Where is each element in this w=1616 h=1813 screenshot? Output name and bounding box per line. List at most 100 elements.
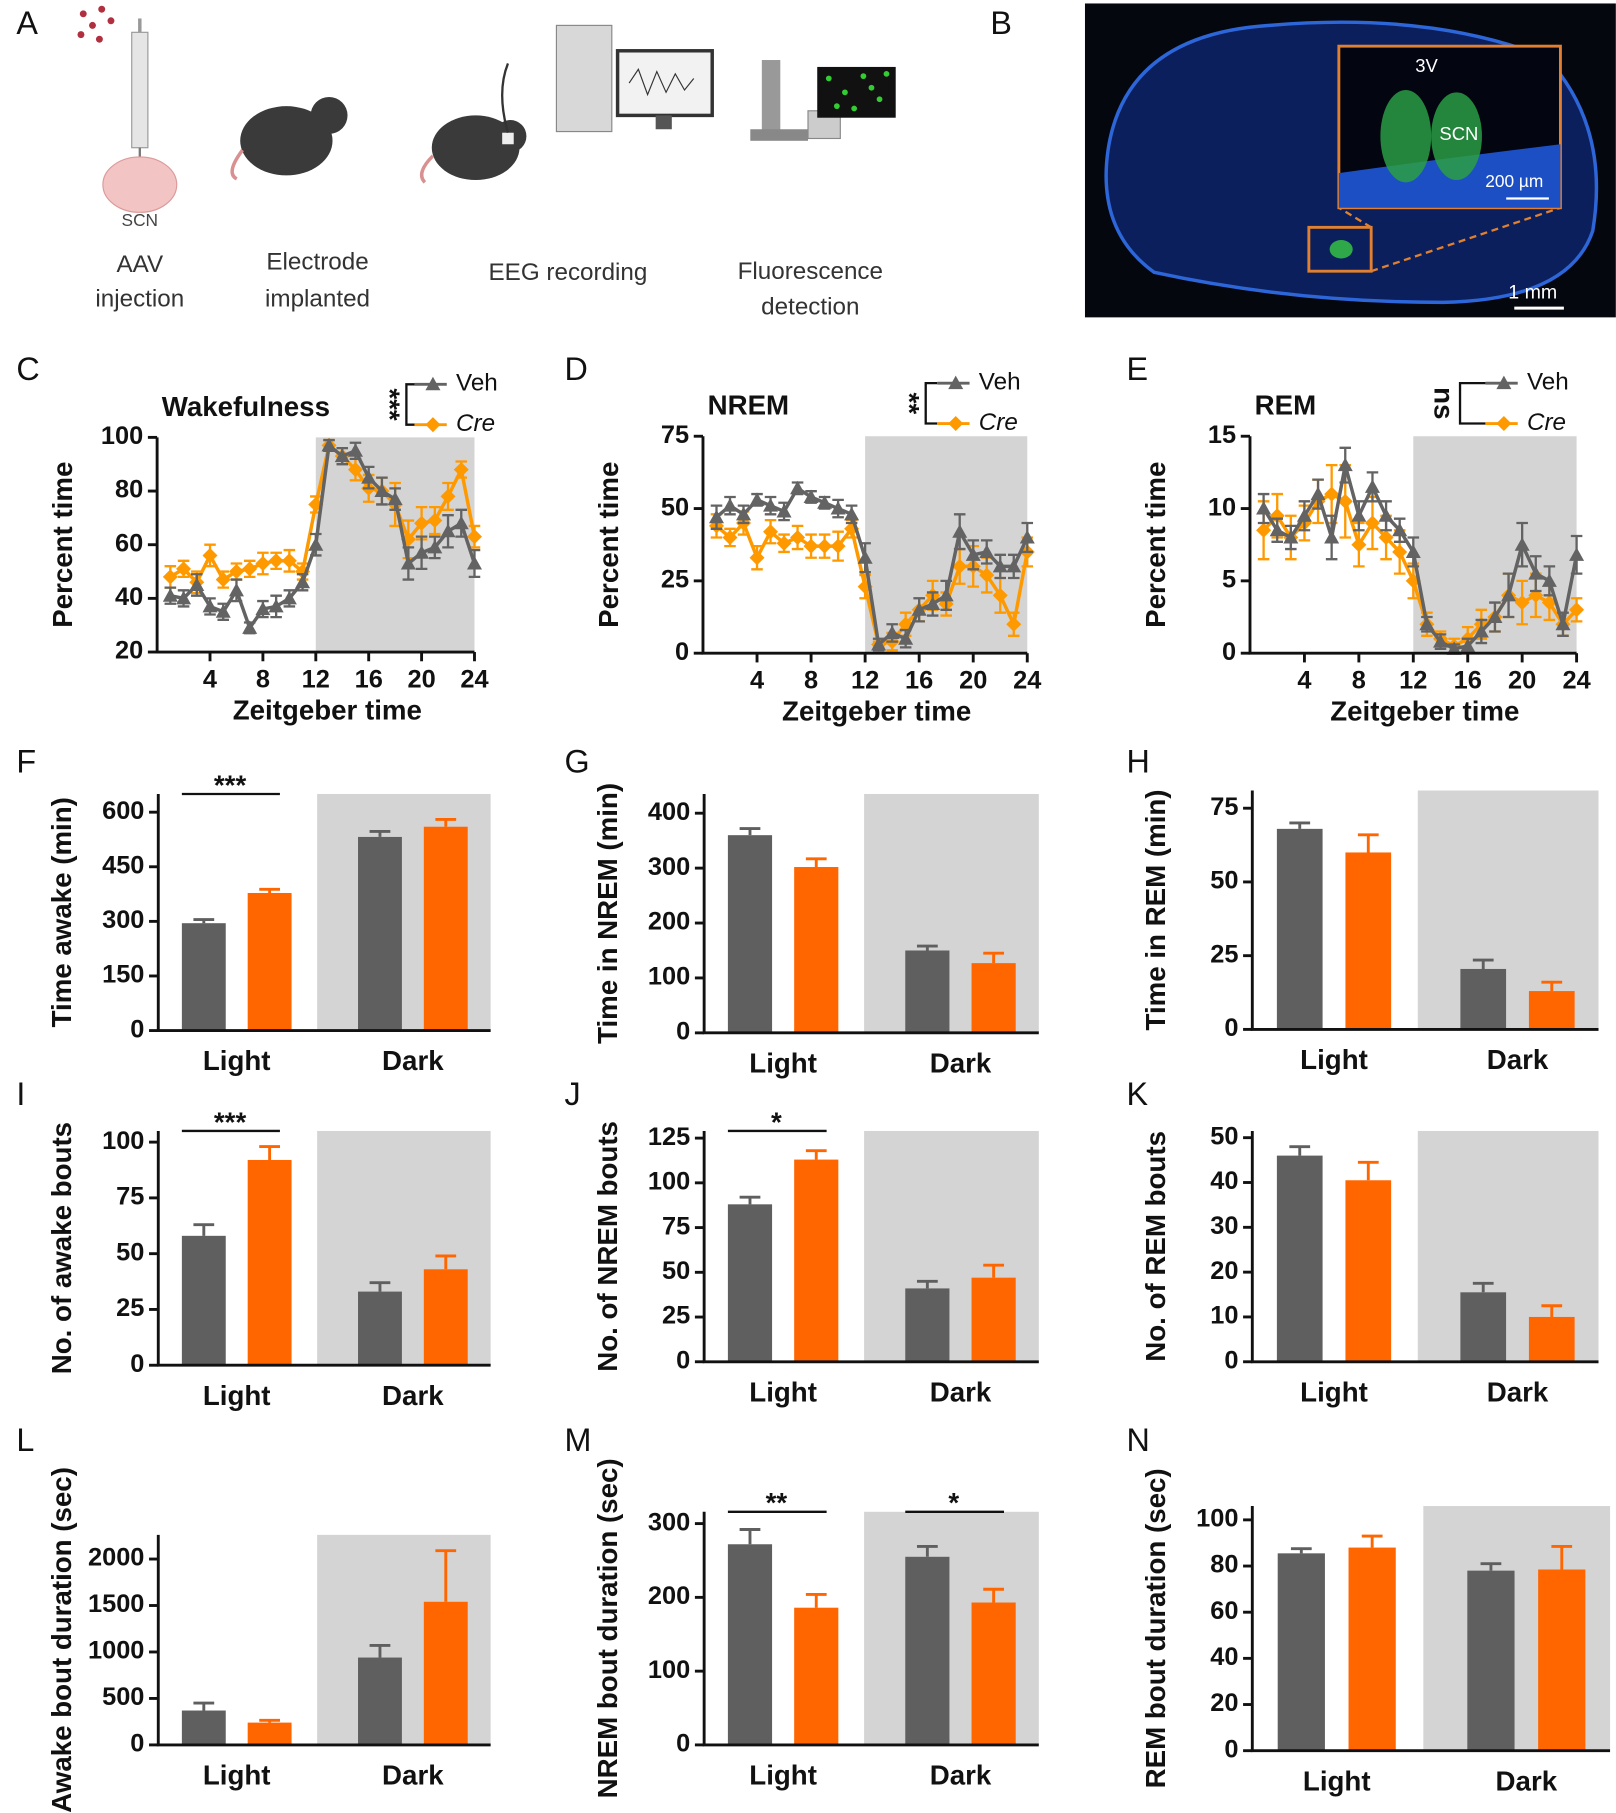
y-axis-label: Percent time	[47, 462, 78, 628]
series-marker	[427, 539, 443, 554]
y-tick-label: 10	[1208, 493, 1236, 521]
series-marker	[374, 483, 390, 498]
axes	[1250, 1506, 1611, 1753]
shade-layer	[315, 437, 475, 653]
series-marker	[268, 598, 284, 613]
bar	[971, 963, 1016, 1033]
axes	[702, 793, 1039, 1035]
series-marker	[803, 489, 819, 503]
x-tick-label: Dark	[930, 1047, 992, 1078]
y-tick-label: 100	[102, 1127, 144, 1155]
error-bar	[739, 827, 761, 836]
y-axis-label: Awake bout duration (sec)	[46, 1467, 77, 1813]
x-tick-label: Light	[203, 1380, 271, 1411]
y-tick-label: 75	[661, 421, 689, 449]
error-bar	[805, 857, 827, 868]
series-marker	[830, 501, 846, 515]
y-tick-label: 125	[648, 1123, 690, 1151]
inset-guide	[1370, 206, 1561, 273]
axes	[156, 793, 491, 1033]
panel: H 0 25 50 75 Time in REM (min) Light Dark	[1127, 744, 1599, 1075]
bar	[905, 1556, 950, 1745]
significance-bracket	[405, 383, 415, 426]
series-marker	[857, 550, 873, 564]
y-tick-label: 0	[1224, 1014, 1238, 1042]
x-tick-label: 12	[851, 667, 879, 695]
panel-letter: L	[16, 1422, 34, 1458]
significance-label: **	[766, 1487, 788, 1518]
y-tick-label: 0	[676, 1730, 690, 1758]
y-tick-label: 200	[648, 1582, 690, 1610]
y-tick-label: 75	[1210, 793, 1238, 821]
y-tick-label: 500	[102, 1683, 144, 1711]
y-tick-label: 15	[1208, 421, 1236, 449]
series-marker	[347, 443, 363, 457]
series-marker	[255, 555, 271, 571]
series-marker	[1006, 558, 1022, 573]
x-tick-label: 24	[1562, 667, 1590, 695]
error-bar	[1357, 833, 1379, 853]
y-tick-label: 25	[1210, 940, 1238, 968]
x-tick-label: Dark	[930, 1760, 992, 1791]
axes	[1250, 790, 1599, 1031]
bar	[423, 826, 468, 1031]
series-marker	[1364, 479, 1380, 493]
y-tick-label: 5	[1222, 566, 1236, 594]
bar	[1348, 1547, 1396, 1751]
x-tick-label: Light	[203, 1045, 271, 1076]
y-tick-label: 100	[101, 422, 143, 450]
error-bar	[1357, 1160, 1379, 1181]
series-marker	[1419, 616, 1435, 631]
y-tick-label: 100	[1196, 1505, 1238, 1533]
panel: L 0 500 1000 1500 2000 Awake bout duration (se…	[16, 1422, 491, 1813]
x-tick-label: Light	[1300, 1044, 1368, 1075]
panel-letter: M	[564, 1422, 591, 1458]
x-tick-label: 8	[804, 667, 818, 695]
series-marker	[1378, 529, 1394, 545]
panel: I 0 25 50 75 100 No. of awake bouts Light Dark **…	[16, 1076, 491, 1411]
x-tick-label: Light	[749, 1760, 817, 1791]
y-tick-label: 25	[661, 566, 689, 594]
panel-letter: D	[564, 351, 587, 387]
y-axis-label: Percent time	[593, 462, 624, 628]
legend-label: Cre	[979, 409, 1018, 436]
bar	[727, 1204, 773, 1362]
legend-label: Veh	[456, 370, 498, 397]
brain-label: SCN	[122, 210, 159, 230]
inset-box	[1307, 225, 1373, 273]
error-bar	[369, 1644, 391, 1658]
bar	[1538, 1569, 1586, 1751]
series-marker	[844, 506, 860, 521]
y-tick-label: 50	[1210, 867, 1238, 895]
error-bar	[1472, 1281, 1494, 1293]
error-bar	[1361, 1534, 1383, 1548]
series-marker	[1324, 529, 1340, 544]
series-marker	[466, 555, 482, 570]
series-marker	[162, 569, 178, 585]
x-tick-label: Dark	[930, 1376, 992, 1407]
significance-label: *	[771, 1106, 782, 1137]
series-marker	[1019, 529, 1035, 544]
y-tick-label: 1000	[88, 1637, 144, 1665]
series-marker	[414, 545, 430, 559]
microscope	[761, 60, 781, 134]
significance-label: ns	[1428, 387, 1459, 419]
x-tick-label: Dark	[382, 1045, 444, 1076]
error-bar	[916, 1545, 938, 1557]
error-bar	[739, 1195, 761, 1205]
series-marker	[722, 529, 738, 545]
y-tick-label: 75	[116, 1183, 144, 1211]
y-tick-label: 2000	[88, 1544, 144, 1572]
series-marker	[255, 601, 271, 616]
bar	[971, 1277, 1016, 1362]
y-axis-label: Time awake (min)	[46, 797, 77, 1027]
x-tick-label: 16	[355, 666, 383, 694]
dark-phase	[315, 437, 475, 653]
panel: K 0 10 20 30 40 50 No. of REM bouts Light Dark	[1127, 1076, 1599, 1407]
error-bar	[193, 1701, 215, 1711]
series-marker	[1501, 587, 1517, 602]
series-marker	[1269, 522, 1285, 537]
step-label: injection	[95, 285, 184, 312]
error-bar	[805, 1149, 827, 1160]
series-marker	[736, 506, 752, 521]
